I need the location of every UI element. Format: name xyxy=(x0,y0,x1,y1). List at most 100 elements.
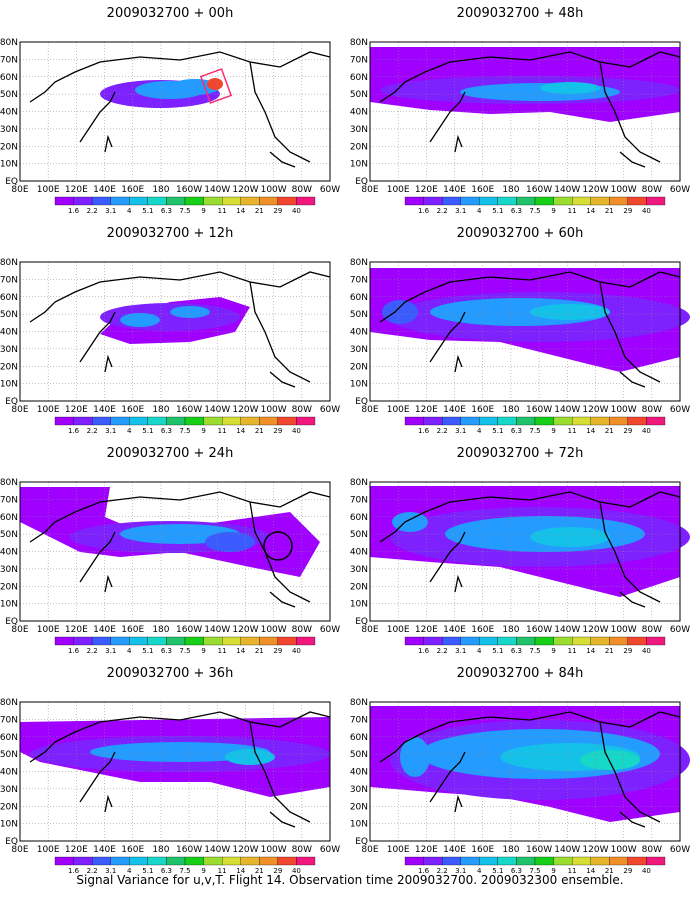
longitude-label: 160E xyxy=(471,845,494,855)
colorbar-label: 7.5 xyxy=(529,427,540,435)
longitude-label: 140E xyxy=(93,625,116,635)
coastline xyxy=(379,491,681,608)
longitude-label: 180 xyxy=(502,845,519,855)
longitude-label: 160W xyxy=(526,845,552,855)
colorbar-label: 1.6 xyxy=(68,647,80,655)
latitude-label: 70N xyxy=(350,275,368,285)
colorbar-swatch xyxy=(479,856,499,866)
colorbar-swatch xyxy=(609,416,629,426)
colorbar-swatch xyxy=(147,416,167,426)
longitude-label: 180 xyxy=(152,845,169,855)
latitude-label: 30N xyxy=(350,125,368,135)
colorbar-label: 9 xyxy=(201,427,205,435)
latitude-label: 80N xyxy=(350,38,368,48)
longitude-label: 80W xyxy=(642,625,662,635)
colorbar-label: 3.1 xyxy=(455,427,466,435)
colorbar-swatch xyxy=(54,416,74,426)
latitude-label: EQ xyxy=(355,177,368,187)
longitude-label: 100W xyxy=(611,405,637,415)
coastline xyxy=(379,271,681,388)
colorbar-swatch xyxy=(404,636,424,646)
colorbar-swatch xyxy=(203,196,223,206)
latitude-label: 40N xyxy=(0,548,18,558)
panel-title: 2009032700 + 00h xyxy=(106,6,234,21)
variance-contour xyxy=(100,303,240,331)
colorbar-swatch xyxy=(441,196,461,206)
panel-title: 2009032700 + 24h xyxy=(106,446,234,461)
latitude-label: 80N xyxy=(350,698,368,708)
colorbar-swatch xyxy=(166,196,186,206)
colorbar-label: 1.6 xyxy=(418,207,430,215)
longitude-label: 120W xyxy=(582,845,608,855)
colorbar-swatch xyxy=(110,196,130,206)
colorbar-label: 3.1 xyxy=(105,647,116,655)
longitude-label: 140E xyxy=(93,405,116,415)
latitude-label: 60N xyxy=(0,73,18,83)
longitude-label: 120E xyxy=(415,625,438,635)
colorbar-swatch xyxy=(166,636,186,646)
latitude-label: 20N xyxy=(0,362,18,372)
colorbar-swatch xyxy=(91,856,111,866)
variance-contour xyxy=(400,737,430,777)
latitude-label: EQ xyxy=(5,177,18,187)
latitude-label: 50N xyxy=(350,90,368,100)
coastline xyxy=(29,711,331,828)
colorbar-label: 21 xyxy=(605,647,614,655)
coastline xyxy=(379,51,681,168)
colorbar-label: 4 xyxy=(477,207,482,215)
map-panel-60h: 2009032700 + 60h 80N 70N 60N 50N 40N 30N 20N 10… xyxy=(350,220,690,435)
longitude-label: 80E xyxy=(361,845,378,855)
longitude-label: 140W xyxy=(554,405,580,415)
colorbar-swatch xyxy=(627,416,647,426)
longitude-label: 100E xyxy=(37,185,60,195)
colorbar-swatch xyxy=(129,636,149,646)
colorbar-label: 14 xyxy=(236,867,245,875)
longitude-label: 100E xyxy=(387,625,410,635)
map-background xyxy=(20,42,330,181)
colorbar-swatch xyxy=(296,636,316,646)
colorbar-swatch xyxy=(441,636,461,646)
panel-title: 2009032700 + 48h xyxy=(456,6,584,21)
latitude-label: EQ xyxy=(5,617,18,627)
panel-title: 2009032700 + 84h xyxy=(456,666,584,681)
colorbar-swatch xyxy=(296,196,316,206)
latitude-label: 10N xyxy=(350,820,368,830)
latitude-label: 80N xyxy=(0,258,18,268)
colorbar-label: 7.5 xyxy=(179,427,190,435)
latitude-label: 20N xyxy=(0,802,18,812)
colorbar-swatch xyxy=(184,856,204,866)
latitude-label: 60N xyxy=(350,293,368,303)
latitude-label: 30N xyxy=(350,565,368,575)
colorbar-swatch xyxy=(184,416,204,426)
longitude-label: 120E xyxy=(65,625,88,635)
latitude-label: 30N xyxy=(0,345,18,355)
colorbar-swatch xyxy=(571,416,591,426)
map-panel-00h: 2009032700 + 00h 80N 70N 60N 50N 40N 30N 20N 10… xyxy=(0,0,340,215)
longitude-label: 80E xyxy=(11,185,28,195)
latitude-label: 80N xyxy=(0,38,18,48)
colorbar-label: 11 xyxy=(568,867,577,875)
colorbar-swatch xyxy=(553,636,573,646)
colorbar-swatch xyxy=(277,196,297,206)
colorbar-label: 21 xyxy=(255,427,264,435)
colorbar-swatch xyxy=(441,856,461,866)
colorbar-label: 40 xyxy=(292,427,301,435)
latitude-label: 20N xyxy=(350,802,368,812)
colorbar-label: 11 xyxy=(568,207,577,215)
variance-contour xyxy=(580,750,640,770)
colorbar-swatch xyxy=(129,416,149,426)
colorbar-swatch xyxy=(240,856,260,866)
colorbar-swatch xyxy=(91,636,111,646)
colorbar-swatch xyxy=(404,196,424,206)
coastline xyxy=(29,491,331,608)
longitude-label: 140E xyxy=(443,845,466,855)
colorbar-swatch xyxy=(609,636,629,646)
longitude-label: 80W xyxy=(292,625,312,635)
colorbar-label: 11 xyxy=(218,207,227,215)
latitude-label: EQ xyxy=(355,837,368,847)
observation-circle xyxy=(263,531,293,561)
